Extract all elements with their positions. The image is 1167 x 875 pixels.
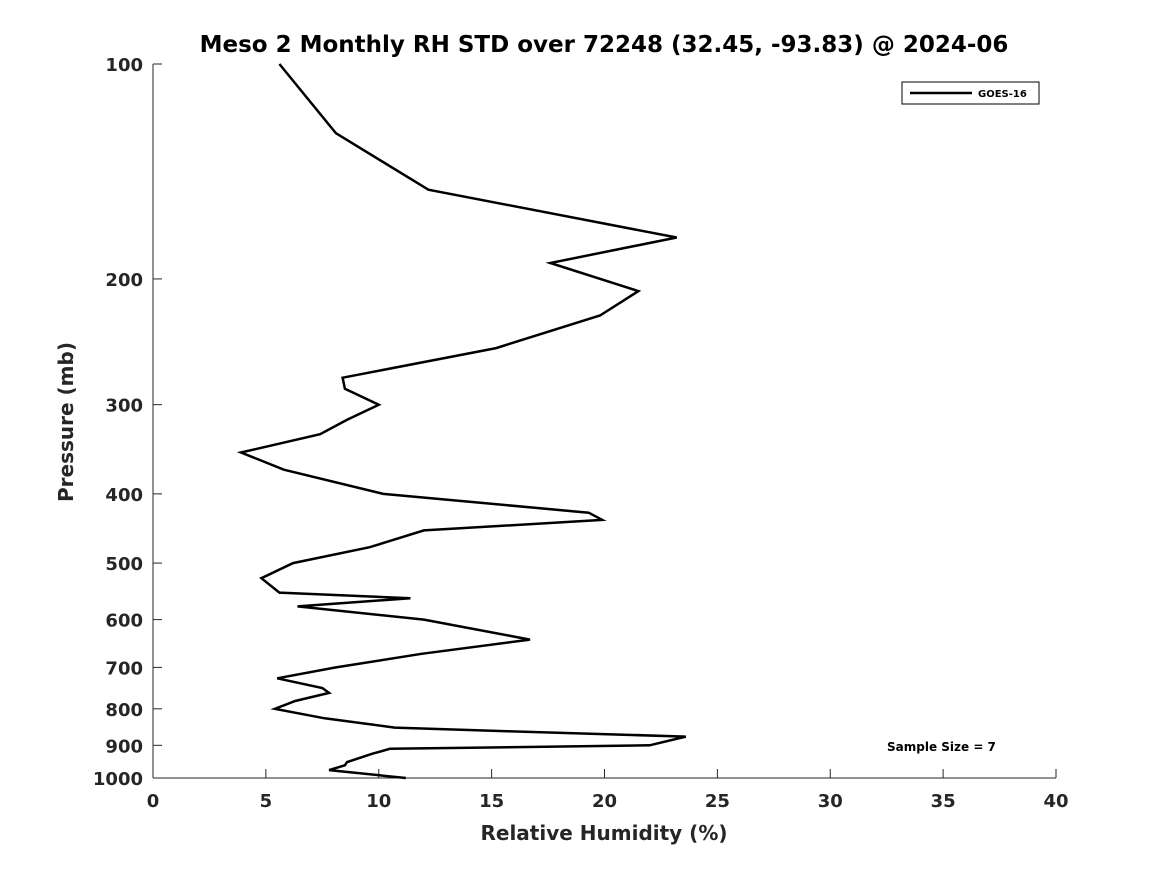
legend: GOES-16 — [901, 81, 1040, 105]
chart-title: Meso 2 Monthly RH STD over 72248 (32.45,… — [200, 32, 1009, 58]
y-tick-label: 700 — [105, 658, 143, 679]
x-tick-label: 30 — [818, 791, 843, 812]
y-tick-label: 800 — [105, 700, 143, 721]
y-axis-label: Pressure (mb) — [54, 342, 78, 502]
sample-size-annotation: Sample Size = 7 — [887, 740, 996, 754]
series-line-goes-16 — [236, 63, 687, 780]
y-tick-label: 1000 — [93, 769, 143, 790]
y-tick-label: 500 — [105, 554, 143, 575]
y-tick-label: 200 — [105, 270, 143, 291]
legend-label-goes-16: GOES-16 — [978, 89, 1027, 100]
x-tick-label: 40 — [1043, 791, 1068, 812]
y-tick-label: 900 — [105, 736, 143, 757]
x-tick-label: 10 — [366, 791, 391, 812]
x-tick-label: 20 — [592, 791, 617, 812]
y-tick-label: 400 — [105, 485, 143, 506]
x-axis-label: Relative Humidity (%) — [480, 821, 727, 845]
x-tick-label: 15 — [479, 791, 504, 812]
y-tick-label: 600 — [105, 611, 143, 632]
x-tick-label: 35 — [931, 791, 956, 812]
x-tick-label: 5 — [260, 791, 273, 812]
x-tick-label: 0 — [147, 791, 160, 812]
y-tick-label: 300 — [105, 396, 143, 417]
plot-area: 0 5 10 15 20 25 30 35 40 100 200 300 400 500 600 700 800… — [93, 55, 1069, 812]
y-tick-label: 100 — [105, 55, 143, 76]
x-tick-label: 25 — [705, 791, 730, 812]
